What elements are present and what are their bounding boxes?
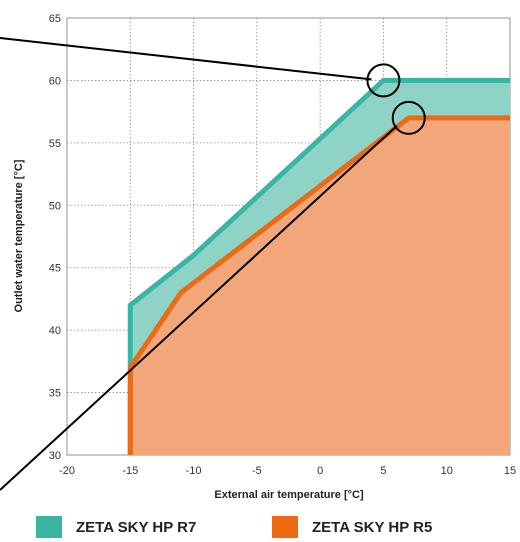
callout-line [0, 125, 398, 491]
y-axis-title: Outlet water temperature [°C] [13, 159, 25, 312]
y-tick-label: 45 [49, 263, 61, 275]
series-fill-r5 [130, 117, 510, 455]
series-line-r5 [127, 115, 510, 455]
series-fills [130, 80, 510, 455]
highlight-circle [366, 63, 401, 98]
y-tick-label: 55 [49, 138, 61, 150]
y-tick-label: 40 [49, 325, 61, 337]
series-lines [127, 77, 510, 455]
legend: ZETA SKY HP R7 ZETA SKY HP R5 [0, 516, 520, 540]
legend-item-r7: ZETA SKY HP R7 [36, 516, 196, 538]
x-tick-label: 15 [504, 465, 516, 477]
x-tick-labels: -20 -15 -10 -5 0 5 10 15 [59, 465, 516, 477]
x-tick-label: -20 [59, 465, 75, 477]
y-tick-label: 60 [49, 75, 61, 87]
legend-item-r5: ZETA SKY HP R5 [272, 516, 432, 538]
legend-label-r5: ZETA SKY HP R5 [312, 518, 433, 536]
callout-line [0, 37, 372, 81]
legend-label-r7: ZETA SKY HP R7 [76, 518, 197, 536]
y-tick-label: 30 [49, 450, 61, 462]
x-tick-label: -15 [122, 465, 138, 477]
x-tick-label: -5 [252, 465, 262, 477]
x-tick-label: -10 [186, 465, 202, 477]
x-tick-label: 0 [317, 465, 323, 477]
x-axis-title: External air temperature [°C] [214, 489, 364, 501]
y-tick-label: 50 [49, 200, 61, 212]
x-tick-label: 5 [380, 465, 386, 477]
legend-swatch-r7 [36, 516, 62, 538]
legend-swatch-r5 [272, 516, 298, 538]
y-tick-labels: 30 35 40 45 50 55 60 65 [49, 13, 61, 462]
annotations [0, 37, 426, 491]
series-line-r7 [127, 77, 510, 455]
y-tick-label: 35 [49, 388, 61, 400]
x-tick-label: 10 [441, 465, 453, 477]
highlight-circle [391, 100, 426, 135]
y-tick-label: 65 [49, 13, 61, 25]
